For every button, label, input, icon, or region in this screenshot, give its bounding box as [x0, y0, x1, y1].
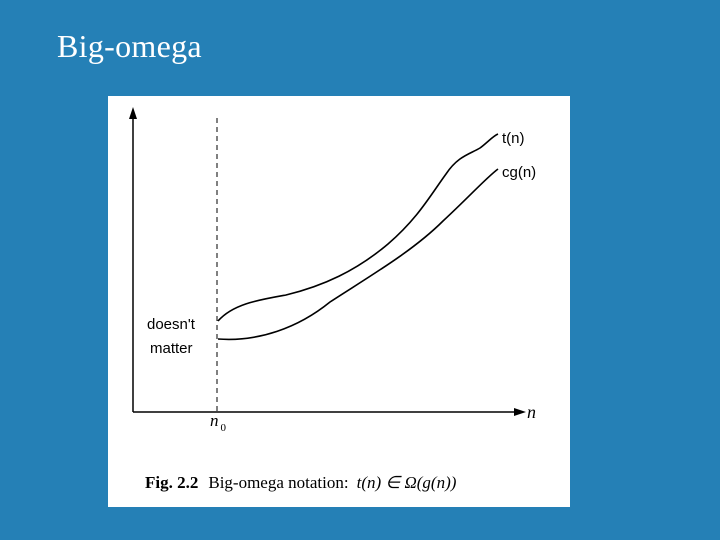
threshold-label-n: n — [210, 411, 219, 430]
x-axis-arrowhead — [514, 408, 526, 416]
upper-curve-label: t(n) — [502, 130, 525, 147]
caption-text: Big-omega notation: — [208, 473, 348, 492]
figure-caption: Fig. 2.2 Big-omega notation: t(n) ∈ Ω(g(n)… — [145, 473, 457, 492]
caption-number: Fig. 2.2 — [145, 473, 198, 492]
lower-curve — [217, 168, 499, 341]
lower-curve-label: cg(n) — [502, 164, 536, 181]
annotation-line-2: matter — [150, 340, 193, 357]
slide-title: Big-omega — [57, 28, 202, 64]
upper-curve — [217, 133, 499, 322]
x-axis-label: n — [527, 402, 536, 422]
annotation-line-1: doesn't — [147, 316, 196, 333]
threshold-label-subscript: 0 — [221, 422, 227, 434]
y-axis-arrowhead — [129, 107, 137, 119]
caption-formula: t(n) ∈ Ω(g(n)) — [357, 473, 457, 492]
